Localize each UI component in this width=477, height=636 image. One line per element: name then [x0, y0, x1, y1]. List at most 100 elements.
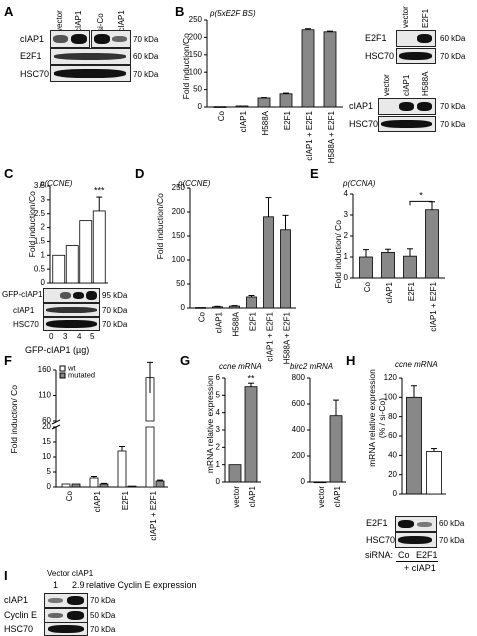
y-tick-label: 0: [344, 273, 349, 282]
x-tick-label: cIAP1 + E2F1: [305, 110, 314, 160]
y-tick-label: 3: [41, 195, 46, 204]
panel-g-sub2: birc2 mRNA: [290, 362, 334, 371]
x-tick-label: cIAP1 + E2F1: [266, 311, 275, 361]
y-tick-label: 800: [292, 373, 306, 382]
sirna-lane: Co: [398, 550, 410, 560]
bar: [155, 480, 165, 488]
panel-g-label: G: [180, 353, 191, 368]
kda-label: 70 kDa: [102, 320, 128, 329]
blot-row-label: HSC70: [20, 69, 50, 79]
blot-strip: [396, 30, 436, 47]
y-tick-label: 3: [344, 210, 349, 219]
blot-row-label: E2F1: [365, 33, 387, 43]
significance-mark: *: [419, 191, 423, 201]
significance-mark: ***: [94, 185, 105, 195]
bar: [65, 245, 79, 284]
x-tick-label: E2F1: [283, 110, 292, 130]
bar: [79, 220, 93, 284]
chart-g-ccne: 0 1 2 3 4 5 6 vector cIAP1 **: [216, 373, 261, 508]
x-tick-label: Co: [217, 110, 226, 121]
y-tick-label: 2.5: [34, 209, 46, 218]
quant-label: relative Cyclin E expression: [86, 580, 197, 590]
panel-h-sub: ccne mRNA: [395, 360, 438, 369]
y-tick-label: 1: [216, 460, 221, 469]
kda-label: 50 kDa: [90, 611, 116, 620]
x-tick-label: cIAP1 + E2F1: [429, 281, 438, 331]
legend-swatch-mutated: [59, 372, 66, 379]
c-dose-5: 5: [90, 332, 95, 341]
legend-label-mutated: mutated: [68, 370, 95, 379]
chart-c: 0 0.5 1 1.5 2 2.5 3 3.5 ***: [34, 181, 108, 287]
y-tick-label: 0: [41, 278, 46, 287]
y-tick-label: 1: [344, 252, 349, 261]
blot-strip: [44, 608, 88, 623]
y-tick-label: 0: [216, 477, 221, 486]
lane-label: cIAP1: [74, 10, 83, 32]
panel-e-annotation: p(CCNA): [343, 179, 376, 188]
kda-label: 70 kDa: [90, 625, 116, 634]
significance-bracket: [409, 200, 433, 206]
blot-strip: [395, 532, 437, 548]
y-tick-label: 0: [393, 489, 398, 498]
sirna-divider: [396, 561, 438, 562]
bar: [92, 210, 106, 284]
blot-row-label: cIAP1: [349, 101, 374, 111]
x-tick-label: H588A + E2F1: [283, 311, 292, 364]
axis-break: [51, 419, 61, 425]
blot-strip: [43, 288, 100, 303]
y-tick-label: 5: [216, 390, 221, 399]
bar: [244, 386, 258, 483]
bar: [329, 415, 343, 483]
x-tick-label: Co: [65, 490, 74, 501]
panel-d-annotation: p(CCNE): [178, 179, 211, 188]
blot-row-label: HSC70: [365, 51, 395, 61]
bar: [213, 106, 227, 108]
y-tick-label: 400: [292, 425, 306, 434]
y-tick-label: 80: [388, 412, 397, 421]
panel-h-label: H: [346, 353, 356, 368]
axis-break: [51, 424, 61, 430]
y-tick-label: 40: [388, 450, 397, 459]
blot-strip: [44, 593, 88, 608]
panel-e-label: E: [310, 166, 319, 181]
y-tick-label: 2: [41, 223, 46, 232]
panel-c-annotation: p(CCNE): [40, 179, 73, 188]
blot-strip: [43, 303, 100, 317]
c-dose-3: 3: [63, 332, 68, 341]
x-tick-label: cIAP1 + E2F1: [149, 490, 158, 540]
chart-e: 0 1 2 3 4 Co cIAP1 E2F1 cIAP1 + E2F1 *: [344, 189, 445, 332]
kda-label: 70 kDa: [439, 536, 465, 545]
y-tick-label: 0: [198, 102, 203, 111]
blot-row-label: HSC70: [4, 624, 34, 634]
x-tick-label: Co: [363, 281, 372, 292]
bar: [145, 426, 155, 488]
y-tick-label: 60: [42, 416, 51, 425]
y-tick-label: 200: [189, 33, 203, 42]
panel-c-label: C: [4, 166, 14, 181]
bar: [257, 97, 271, 108]
blot-row-label: GFP-cIAP1: [2, 290, 43, 299]
sirna-lane: E2F1: [416, 550, 438, 560]
kda-label: 60 kDa: [439, 519, 465, 528]
y-tick-label: 200: [172, 207, 186, 216]
bar: [61, 483, 71, 488]
y-tick-label: 100: [172, 255, 186, 264]
y-tick-label: 0: [181, 303, 186, 312]
panel-f-ylabel: Fold induction/ Co: [8, 385, 19, 454]
x-tick-label: cIAP1: [248, 485, 257, 507]
bar: [127, 485, 137, 488]
bar: [228, 464, 242, 483]
bar: [229, 305, 240, 309]
panel-i-label: I: [4, 568, 8, 583]
bar: [323, 31, 337, 108]
y-tick-label: 3: [216, 425, 221, 434]
panel-f-label: F: [4, 353, 12, 368]
bar: [52, 254, 66, 284]
x-tick-label: cIAP1: [385, 281, 394, 303]
bar: [425, 209, 439, 279]
bar: [381, 251, 395, 279]
bar: [406, 396, 422, 495]
y-tick-label: 5: [47, 467, 52, 476]
c-dose-4: 4: [77, 332, 82, 341]
